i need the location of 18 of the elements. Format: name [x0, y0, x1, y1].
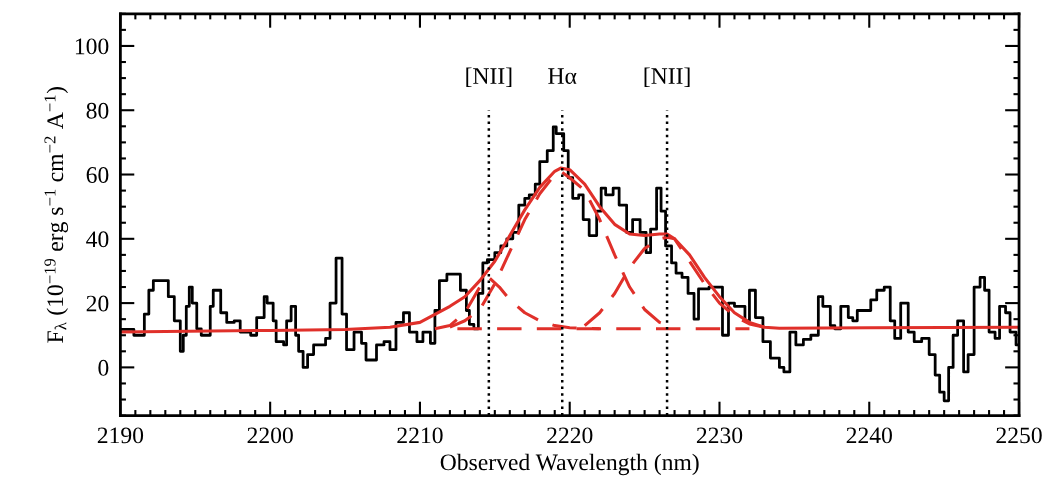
x-tick-label: 2200 [247, 427, 293, 444]
y-tick-label: 80 [86, 102, 109, 119]
ref-line-label: Hα [548, 68, 577, 84]
x-tick-label: 2220 [547, 427, 593, 444]
x-tick-label: 2210 [397, 427, 443, 444]
x-tick-label: 2190 [97, 427, 144, 444]
y-tick-label: 100 [75, 38, 109, 55]
ref-line-label: [NII] [466, 67, 512, 87]
y-tick-label: 40 [86, 231, 109, 248]
ref-line-label: [NII] [644, 67, 690, 87]
y-tick-label: 60 [86, 167, 109, 183]
y-tick-label: 20 [86, 295, 109, 312]
x-tick-label: 2250 [996, 427, 1042, 444]
y-tick-label: 0 [98, 359, 109, 376]
x-axis-title: Observed Wavelength (nm) [440, 453, 699, 476]
text: F$_{λ}$ (10$^{−19}$ erg s$^{−1}$ cm$^{−2}$ A$^{−1}$) [44, 87, 69, 343]
x-tick-label: 2240 [846, 427, 892, 444]
x-tick-label: 2230 [696, 427, 743, 444]
